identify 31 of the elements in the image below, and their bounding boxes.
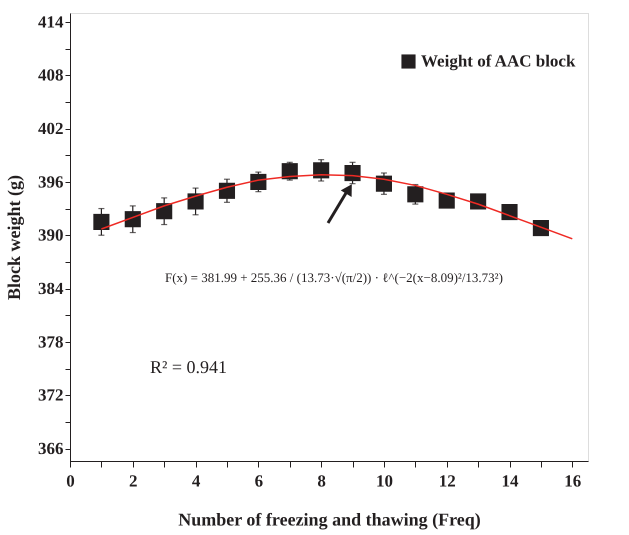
point xyxy=(438,192,455,209)
x-tick-label: 4 xyxy=(192,472,201,490)
x-tick-label: 14 xyxy=(502,472,520,490)
point xyxy=(218,182,236,199)
legend-label: Weight of AAC block xyxy=(421,52,576,70)
point xyxy=(470,193,486,210)
x-tick-label: 0 xyxy=(66,472,75,490)
y-tick-label: 366 xyxy=(38,439,64,458)
y-tick-label: 402 xyxy=(38,119,64,138)
y-tick-label: 384 xyxy=(38,279,64,298)
x-tick-label: 6 xyxy=(254,472,264,490)
annotation: F(x) = 381.99 + 255.36 / (13.73·√(π/2)) · ℓ^(−2(x−8.09)²/13.73²) xyxy=(165,270,503,285)
y-tick-label: 390 xyxy=(38,226,64,245)
x-tick-label: 12 xyxy=(438,472,456,490)
x-tick-label: 10 xyxy=(376,472,393,490)
y-tick-label: 414 xyxy=(38,12,64,32)
point xyxy=(407,186,424,202)
y-tick-label: 396 xyxy=(38,172,64,192)
point xyxy=(282,163,298,180)
point xyxy=(124,211,141,228)
x-tick-label: 2 xyxy=(129,472,138,490)
x-tick-label: 8 xyxy=(317,472,326,490)
y-tick-label: 378 xyxy=(38,332,64,352)
y-axis-title: Block weight (g) xyxy=(4,175,24,300)
y-tick-label: 408 xyxy=(38,66,64,85)
point xyxy=(156,203,172,220)
annotation: R² = 0.941 xyxy=(150,357,228,377)
point xyxy=(93,214,110,230)
y-tick-label: 372 xyxy=(38,386,64,405)
x-tick-label: 16 xyxy=(564,472,582,490)
x-axis-title: Number of freezing and thawing (Freq) xyxy=(178,510,481,530)
